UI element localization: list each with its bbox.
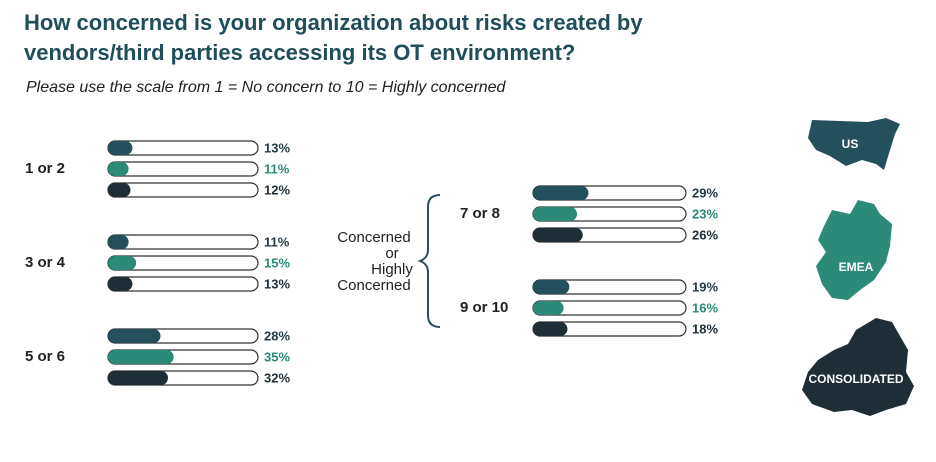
legend-label: CONSOLIDATED	[808, 372, 903, 386]
value-label: 19%	[692, 279, 718, 294]
value-label: 18%	[692, 321, 718, 336]
chart-title: How concerned is your organization about…	[24, 10, 643, 65]
category-label: 5 or 6	[25, 348, 65, 365]
value-label: 12%	[264, 182, 290, 197]
bar-track	[107, 234, 259, 250]
bar	[533, 228, 583, 242]
bar	[108, 141, 133, 155]
value-label: 29%	[692, 185, 718, 200]
bar	[108, 235, 129, 249]
annotation: Concerned	[337, 277, 410, 294]
value-label: 15%	[264, 255, 290, 270]
value-label: 35%	[264, 349, 290, 364]
bar	[533, 322, 568, 336]
value-label: 28%	[264, 328, 290, 343]
annotation: or	[385, 245, 398, 262]
value-label: 11%	[264, 161, 290, 176]
bar	[108, 350, 174, 364]
value-label: 23%	[692, 206, 718, 221]
bar	[108, 256, 137, 270]
legend-map	[808, 118, 900, 170]
bar	[533, 186, 589, 200]
annotation: Highly	[371, 261, 413, 278]
value-label: 26%	[692, 227, 718, 242]
title-line: vendors/third parties accessing its OT e…	[24, 40, 575, 65]
value-label: 13%	[264, 140, 290, 155]
bar	[108, 183, 131, 197]
bar	[533, 301, 564, 315]
legend-map	[802, 318, 914, 416]
bar-track	[107, 161, 259, 177]
category-label: 3 or 4	[25, 254, 66, 271]
bar	[108, 162, 129, 176]
value-label: 13%	[264, 276, 290, 291]
bar	[533, 280, 570, 294]
value-label: 32%	[264, 370, 290, 385]
category-label: 9 or 10	[460, 299, 508, 316]
chart-subtitle: Please use the scale from 1 = No concern…	[26, 79, 506, 96]
value-label: 11%	[264, 234, 290, 249]
bar	[533, 207, 577, 221]
bar	[108, 277, 133, 291]
bracket	[417, 194, 441, 328]
legend-map	[816, 200, 892, 300]
category-label: 7 or 8	[460, 205, 500, 222]
legend-label: US	[842, 137, 859, 151]
bar	[108, 371, 168, 385]
title-line: How concerned is your organization about…	[24, 10, 643, 35]
value-label: 16%	[692, 300, 718, 315]
annotation: Concerned	[337, 229, 410, 246]
legend-label: EMEA	[839, 260, 874, 274]
category-label: 1 or 2	[25, 160, 65, 177]
bar	[108, 329, 161, 343]
